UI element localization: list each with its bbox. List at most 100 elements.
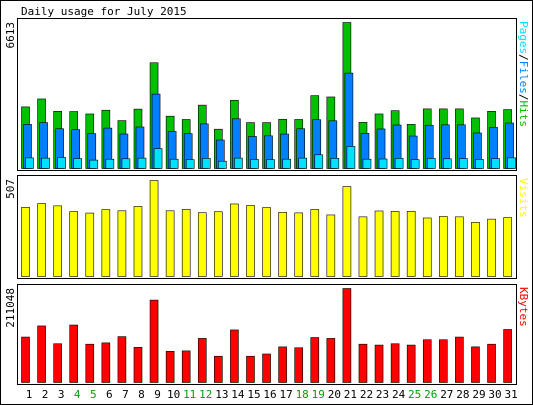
bar-pages-day-20 <box>330 158 340 169</box>
bar-visits-day-9 <box>149 180 159 277</box>
bar-pages-day-25 <box>410 159 420 169</box>
series-legend-label: KBytes <box>517 287 530 327</box>
bar-pages-day-4 <box>73 158 83 169</box>
day-label: 30 <box>488 388 501 401</box>
bar-kbytes-day-2 <box>37 325 46 383</box>
bar-visits-day-3 <box>53 205 62 277</box>
bar-kbytes-day-31 <box>503 329 512 383</box>
bar-visits-day-1 <box>21 207 30 277</box>
bar-pages-day-22 <box>362 158 372 169</box>
bar-kbytes-day-24 <box>390 343 400 383</box>
day-label: 8 <box>138 388 145 401</box>
bar-kbytes-day-15 <box>246 355 255 383</box>
bar-kbytes-day-6 <box>101 342 111 383</box>
bar-pages-day-5 <box>89 159 99 169</box>
bar-visits-day-21 <box>342 186 352 277</box>
day-label: 2 <box>42 388 49 401</box>
bar-visits-day-11 <box>181 208 191 277</box>
panel-visits: 507 Visits <box>4 175 530 279</box>
bar-kbytes-day-25 <box>406 344 416 383</box>
bar-pages-day-14 <box>234 157 243 169</box>
bar-pages-day-2 <box>41 157 50 169</box>
bar-visits-day-25 <box>406 211 416 277</box>
bar-visits-day-24 <box>390 211 400 277</box>
bar-visits-day-10 <box>165 210 175 277</box>
bar-visits-day-31 <box>503 217 512 277</box>
bar-pages-day-30 <box>491 158 500 169</box>
day-label: 11 <box>183 388 196 401</box>
day-label: 7 <box>122 388 129 401</box>
panel-pages-files-hits: 6613 Pages/Files/Hits <box>4 18 530 171</box>
bar-kbytes-day-21 <box>342 288 352 383</box>
day-label: 19 <box>312 388 325 401</box>
bar-kbytes-day-11 <box>181 350 191 383</box>
chart-title: Daily usage for July 2015 <box>21 5 187 18</box>
legend-part: / <box>517 54 530 61</box>
day-label: 26 <box>424 388 437 401</box>
bar-visits-day-18 <box>294 212 303 277</box>
bar-kbytes-day-8 <box>133 347 143 383</box>
bar-kbytes-day-1 <box>21 336 30 383</box>
bar-pages-day-18 <box>298 157 307 169</box>
bar-pages-day-24 <box>394 158 404 169</box>
bar-pages-day-9 <box>153 148 163 169</box>
bar-pages-day-15 <box>250 159 259 169</box>
bar-kbytes-day-7 <box>117 336 127 383</box>
bar-visits-day-14 <box>230 203 239 277</box>
day-label: 5 <box>90 388 97 401</box>
bar-pages-day-21 <box>346 146 356 169</box>
day-label: 22 <box>360 388 373 401</box>
bar-visits-day-15 <box>246 205 255 277</box>
bar-pages-day-28 <box>459 158 468 169</box>
day-label: 23 <box>376 388 389 401</box>
bar-kbytes-day-5 <box>85 343 95 383</box>
bar-visits-day-19 <box>310 209 320 277</box>
panel-frame <box>17 18 517 171</box>
bar-visits-day-8 <box>133 206 143 277</box>
legend-part: Hits <box>517 101 530 128</box>
bar-kbytes-day-17 <box>278 346 287 383</box>
bar-kbytes-day-27 <box>439 339 448 383</box>
bar-kbytes-day-12 <box>197 338 207 383</box>
bar-visits-day-23 <box>374 210 384 277</box>
day-label: 24 <box>392 388 406 401</box>
day-label: 15 <box>247 388 260 401</box>
day-label: 6 <box>106 388 113 401</box>
max-value-label: 211048 <box>4 288 17 328</box>
bar-pages-day-17 <box>282 158 291 169</box>
bar-pages-day-6 <box>105 158 115 169</box>
bar-pages-day-23 <box>378 158 388 169</box>
panel-frame <box>17 284 517 385</box>
bar-kbytes-day-3 <box>53 343 62 383</box>
bar-visits-day-26 <box>422 217 432 277</box>
bar-kbytes-day-30 <box>487 343 496 383</box>
bar-kbytes-day-26 <box>422 339 432 383</box>
bar-visits-day-2 <box>37 203 46 277</box>
day-label: 9 <box>154 388 161 401</box>
day-label: 18 <box>296 388 309 401</box>
day-label: 27 <box>440 388 453 401</box>
panel-frame <box>17 175 517 279</box>
legend-part: Pages <box>517 21 530 54</box>
max-value-label: 507 <box>4 179 17 199</box>
day-label: 29 <box>472 388 485 401</box>
bar-visits-day-29 <box>471 222 480 277</box>
legend-part: Files <box>517 61 530 94</box>
bar-pages-day-11 <box>185 159 195 169</box>
bar-pages-day-29 <box>475 159 484 169</box>
bar-pages-day-19 <box>314 154 324 169</box>
bar-pages-day-27 <box>443 158 452 169</box>
day-label: 3 <box>58 388 65 401</box>
max-value-label: 6613 <box>4 22 17 49</box>
bar-kbytes-day-14 <box>230 329 239 383</box>
bar-kbytes-day-10 <box>165 351 175 383</box>
day-label: 28 <box>456 388 469 401</box>
bar-visits-day-7 <box>117 210 127 277</box>
day-label: 21 <box>344 388 357 401</box>
bar-visits-day-6 <box>101 209 111 277</box>
bar-visits-day-13 <box>214 211 223 277</box>
day-label: 17 <box>279 388 292 401</box>
bar-pages-day-26 <box>426 158 436 169</box>
